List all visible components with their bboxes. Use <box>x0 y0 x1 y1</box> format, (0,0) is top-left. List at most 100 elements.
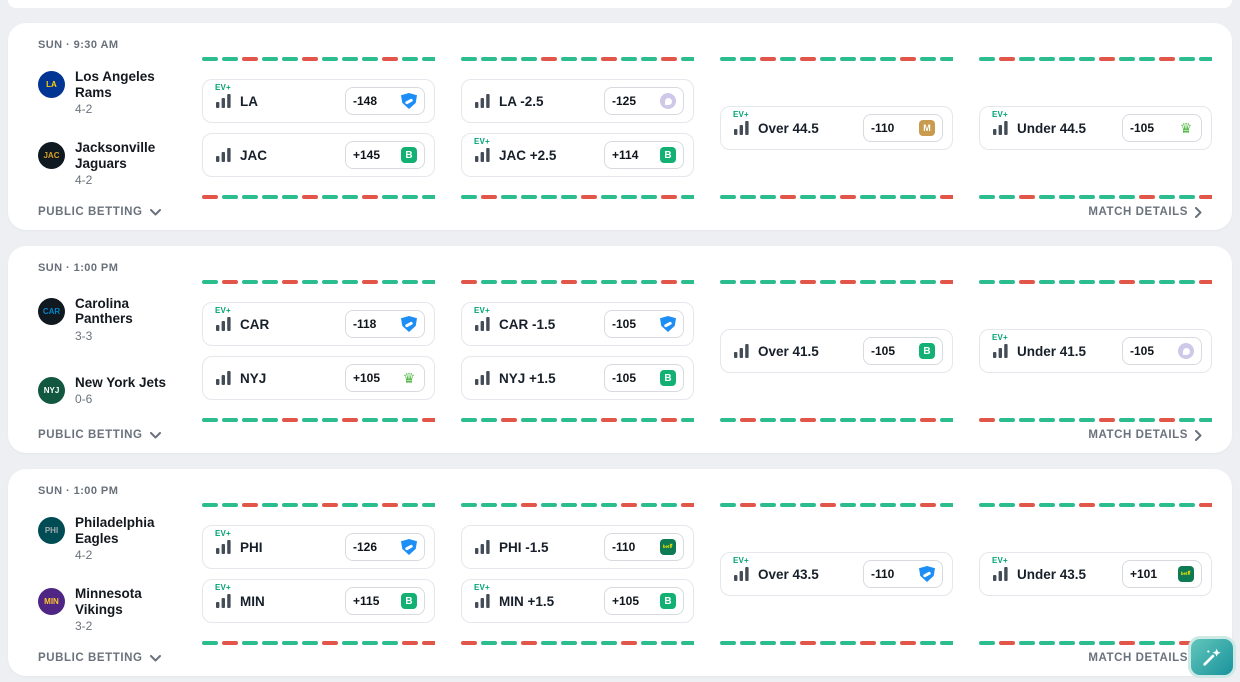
bet-label: NYJ +1.5 <box>499 370 556 386</box>
sportsbook-icon <box>660 316 676 332</box>
total-under-cell[interactable]: EV+ Under 43.5 +101 <box>979 552 1212 596</box>
away-team-name: Philadelphia Eagles <box>75 514 155 546</box>
sportsbook-icon <box>401 593 417 609</box>
odds-button[interactable]: -105 <box>1122 337 1202 365</box>
line-history-sparkline <box>461 503 694 507</box>
moneyline-away-cell[interactable]: EV+ LA -148 <box>202 79 435 123</box>
match-details-link[interactable]: MATCH DETAILS <box>1088 429 1202 441</box>
total-under-cell[interactable]: EV+ Under 41.5 -105 <box>979 329 1212 373</box>
away-team-logo: LA <box>38 70 65 98</box>
home-team-record: 4-2 <box>75 173 93 188</box>
spread-column: EV+ PHI -1.5 -110 EV+ <box>461 503 694 645</box>
odds-button[interactable]: -125 <box>604 87 684 115</box>
home-team[interactable]: JAC Jacksonville Jaguars 4-2 <box>38 139 176 188</box>
home-team-name: Minnesota Vikings <box>75 585 142 617</box>
sportsbook-icon <box>919 120 935 136</box>
away-team[interactable]: LA Los Angeles Rams 4-2 <box>38 68 176 116</box>
public-betting-toggle[interactable]: PUBLIC BETTING <box>38 652 161 664</box>
line-history-sparkline <box>720 641 953 645</box>
total-under-cell[interactable]: EV+ Under 44.5 -105 <box>979 106 1212 150</box>
game-time: SUN · 1:00 PM <box>38 485 119 497</box>
odds-button[interactable]: -118 <box>345 310 425 338</box>
total-over-cell[interactable]: EV+ Over 44.5 -110 <box>720 106 953 150</box>
bet-label: CAR -1.5 <box>499 316 556 332</box>
odds-button[interactable]: +105 <box>604 587 684 615</box>
away-team[interactable]: PHI Philadelphia Eagles 4-2 <box>38 514 176 562</box>
bar-chart-icon <box>993 567 1008 581</box>
total-over-cell[interactable]: EV+ Over 43.5 -110 <box>720 552 953 596</box>
moneyline-away-cell[interactable]: EV+ CAR -118 <box>202 302 435 346</box>
game-time: SUN · 9:30 AM <box>38 39 119 51</box>
home-team[interactable]: MIN Minnesota Vikings 3-2 <box>38 585 176 633</box>
odds-value: -110 <box>871 121 895 135</box>
sportsbook-icon <box>660 93 676 109</box>
odds-button[interactable]: -105 <box>604 310 684 338</box>
spread-away-cell[interactable]: EV+ PHI -1.5 -110 <box>461 525 694 569</box>
odds-button[interactable]: -110 <box>863 114 943 142</box>
spread-column: EV+ LA -2.5 -125 EV+ <box>461 57 694 199</box>
odds-button[interactable]: -110 <box>604 533 684 561</box>
match-details-link[interactable]: MATCH DETAILS <box>1088 206 1202 218</box>
ai-copilot-button[interactable] <box>1188 636 1236 678</box>
odds-button[interactable]: -148 <box>345 87 425 115</box>
odds-value: -126 <box>353 540 378 554</box>
bet-label: Over 44.5 <box>758 120 819 136</box>
match-details-label: MATCH DETAILS <box>1088 206 1188 218</box>
odds-value: +145 <box>353 148 381 162</box>
moneyline-home-cell[interactable]: EV+ NYJ +105 <box>202 356 435 400</box>
bet-label: Under 41.5 <box>1017 343 1087 359</box>
total-over-cell[interactable]: EV+ Over 41.5 -105 <box>720 329 953 373</box>
odds-value: +105 <box>353 371 381 385</box>
total-over-column: EV+ Over 43.5 -110 <box>720 503 953 645</box>
bar-chart-icon <box>216 540 231 554</box>
odds-button[interactable]: +145 <box>345 141 425 169</box>
match-details-link[interactable]: MATCH DETAILS <box>1088 652 1202 664</box>
spread-home-cell[interactable]: EV+ NYJ +1.5 -105 <box>461 356 694 400</box>
moneyline-home-cell[interactable]: EV+ JAC +145 <box>202 133 435 177</box>
odds-row: PHI Philadelphia Eagles 4-2 MIN Minnesot… <box>28 503 1212 645</box>
public-betting-toggle[interactable]: PUBLIC BETTING <box>38 429 161 441</box>
home-team[interactable]: NYJ New York Jets 0-6 <box>38 375 176 406</box>
bar-chart-icon <box>216 148 231 162</box>
spread-home-cell[interactable]: EV+ JAC +2.5 +114 <box>461 133 694 177</box>
games-list: SUN · 9:30 AM LA Los Angeles Rams 4-2 JA… <box>8 23 1232 676</box>
home-team-name: Jacksonville Jaguars <box>75 139 156 171</box>
spread-home-cell[interactable]: EV+ MIN +1.5 +105 <box>461 579 694 623</box>
card-footer: PUBLIC BETTING MATCH DETAILS <box>28 206 1212 220</box>
sportsbook-icon <box>401 539 417 555</box>
ev-plus-badge: EV+ <box>733 110 749 119</box>
moneyline-away-cell[interactable]: EV+ PHI -126 <box>202 525 435 569</box>
odds-value: -105 <box>1130 344 1155 358</box>
public-betting-label: PUBLIC BETTING <box>38 652 143 664</box>
odds-value: -105 <box>612 317 637 331</box>
line-history-sparkline <box>720 57 953 61</box>
odds-value: +101 <box>1130 567 1158 581</box>
matchup: CAR Carolina Panthers 3-3 NYJ New York J… <box>28 280 176 422</box>
odds-button[interactable]: -105 <box>863 337 943 365</box>
moneyline-home-cell[interactable]: EV+ MIN +115 <box>202 579 435 623</box>
bet-label: MIN +1.5 <box>499 593 555 609</box>
ev-plus-badge: EV+ <box>992 333 1008 342</box>
odds-button[interactable]: -110 <box>863 560 943 588</box>
odds-value: -148 <box>353 94 378 108</box>
spread-away-cell[interactable]: EV+ LA -2.5 -125 <box>461 79 694 123</box>
odds-button[interactable]: -126 <box>345 533 425 561</box>
ev-plus-badge: EV+ <box>992 110 1008 119</box>
spread-away-cell[interactable]: EV+ CAR -1.5 -105 <box>461 302 694 346</box>
bet-label: LA -2.5 <box>499 93 544 109</box>
odds-button[interactable]: +105 <box>345 364 425 392</box>
odds-button[interactable]: +115 <box>345 587 425 615</box>
away-team[interactable]: CAR Carolina Panthers 3-3 <box>38 296 176 343</box>
line-history-sparkline <box>202 195 435 199</box>
public-betting-toggle[interactable]: PUBLIC BETTING <box>38 206 161 218</box>
odds-button[interactable]: +114 <box>604 141 684 169</box>
odds-button[interactable]: -105 <box>1122 114 1202 142</box>
odds-button[interactable]: +101 <box>1122 560 1202 588</box>
card-footer: PUBLIC BETTING MATCH DETAILS <box>28 429 1212 443</box>
away-team-name: Los Angeles Rams <box>75 68 155 100</box>
sportsbook-icon <box>1178 343 1194 359</box>
odds-value: -125 <box>612 94 637 108</box>
bar-chart-icon <box>216 594 231 608</box>
odds-button[interactable]: -105 <box>604 364 684 392</box>
sportsbook-icon <box>401 370 417 386</box>
